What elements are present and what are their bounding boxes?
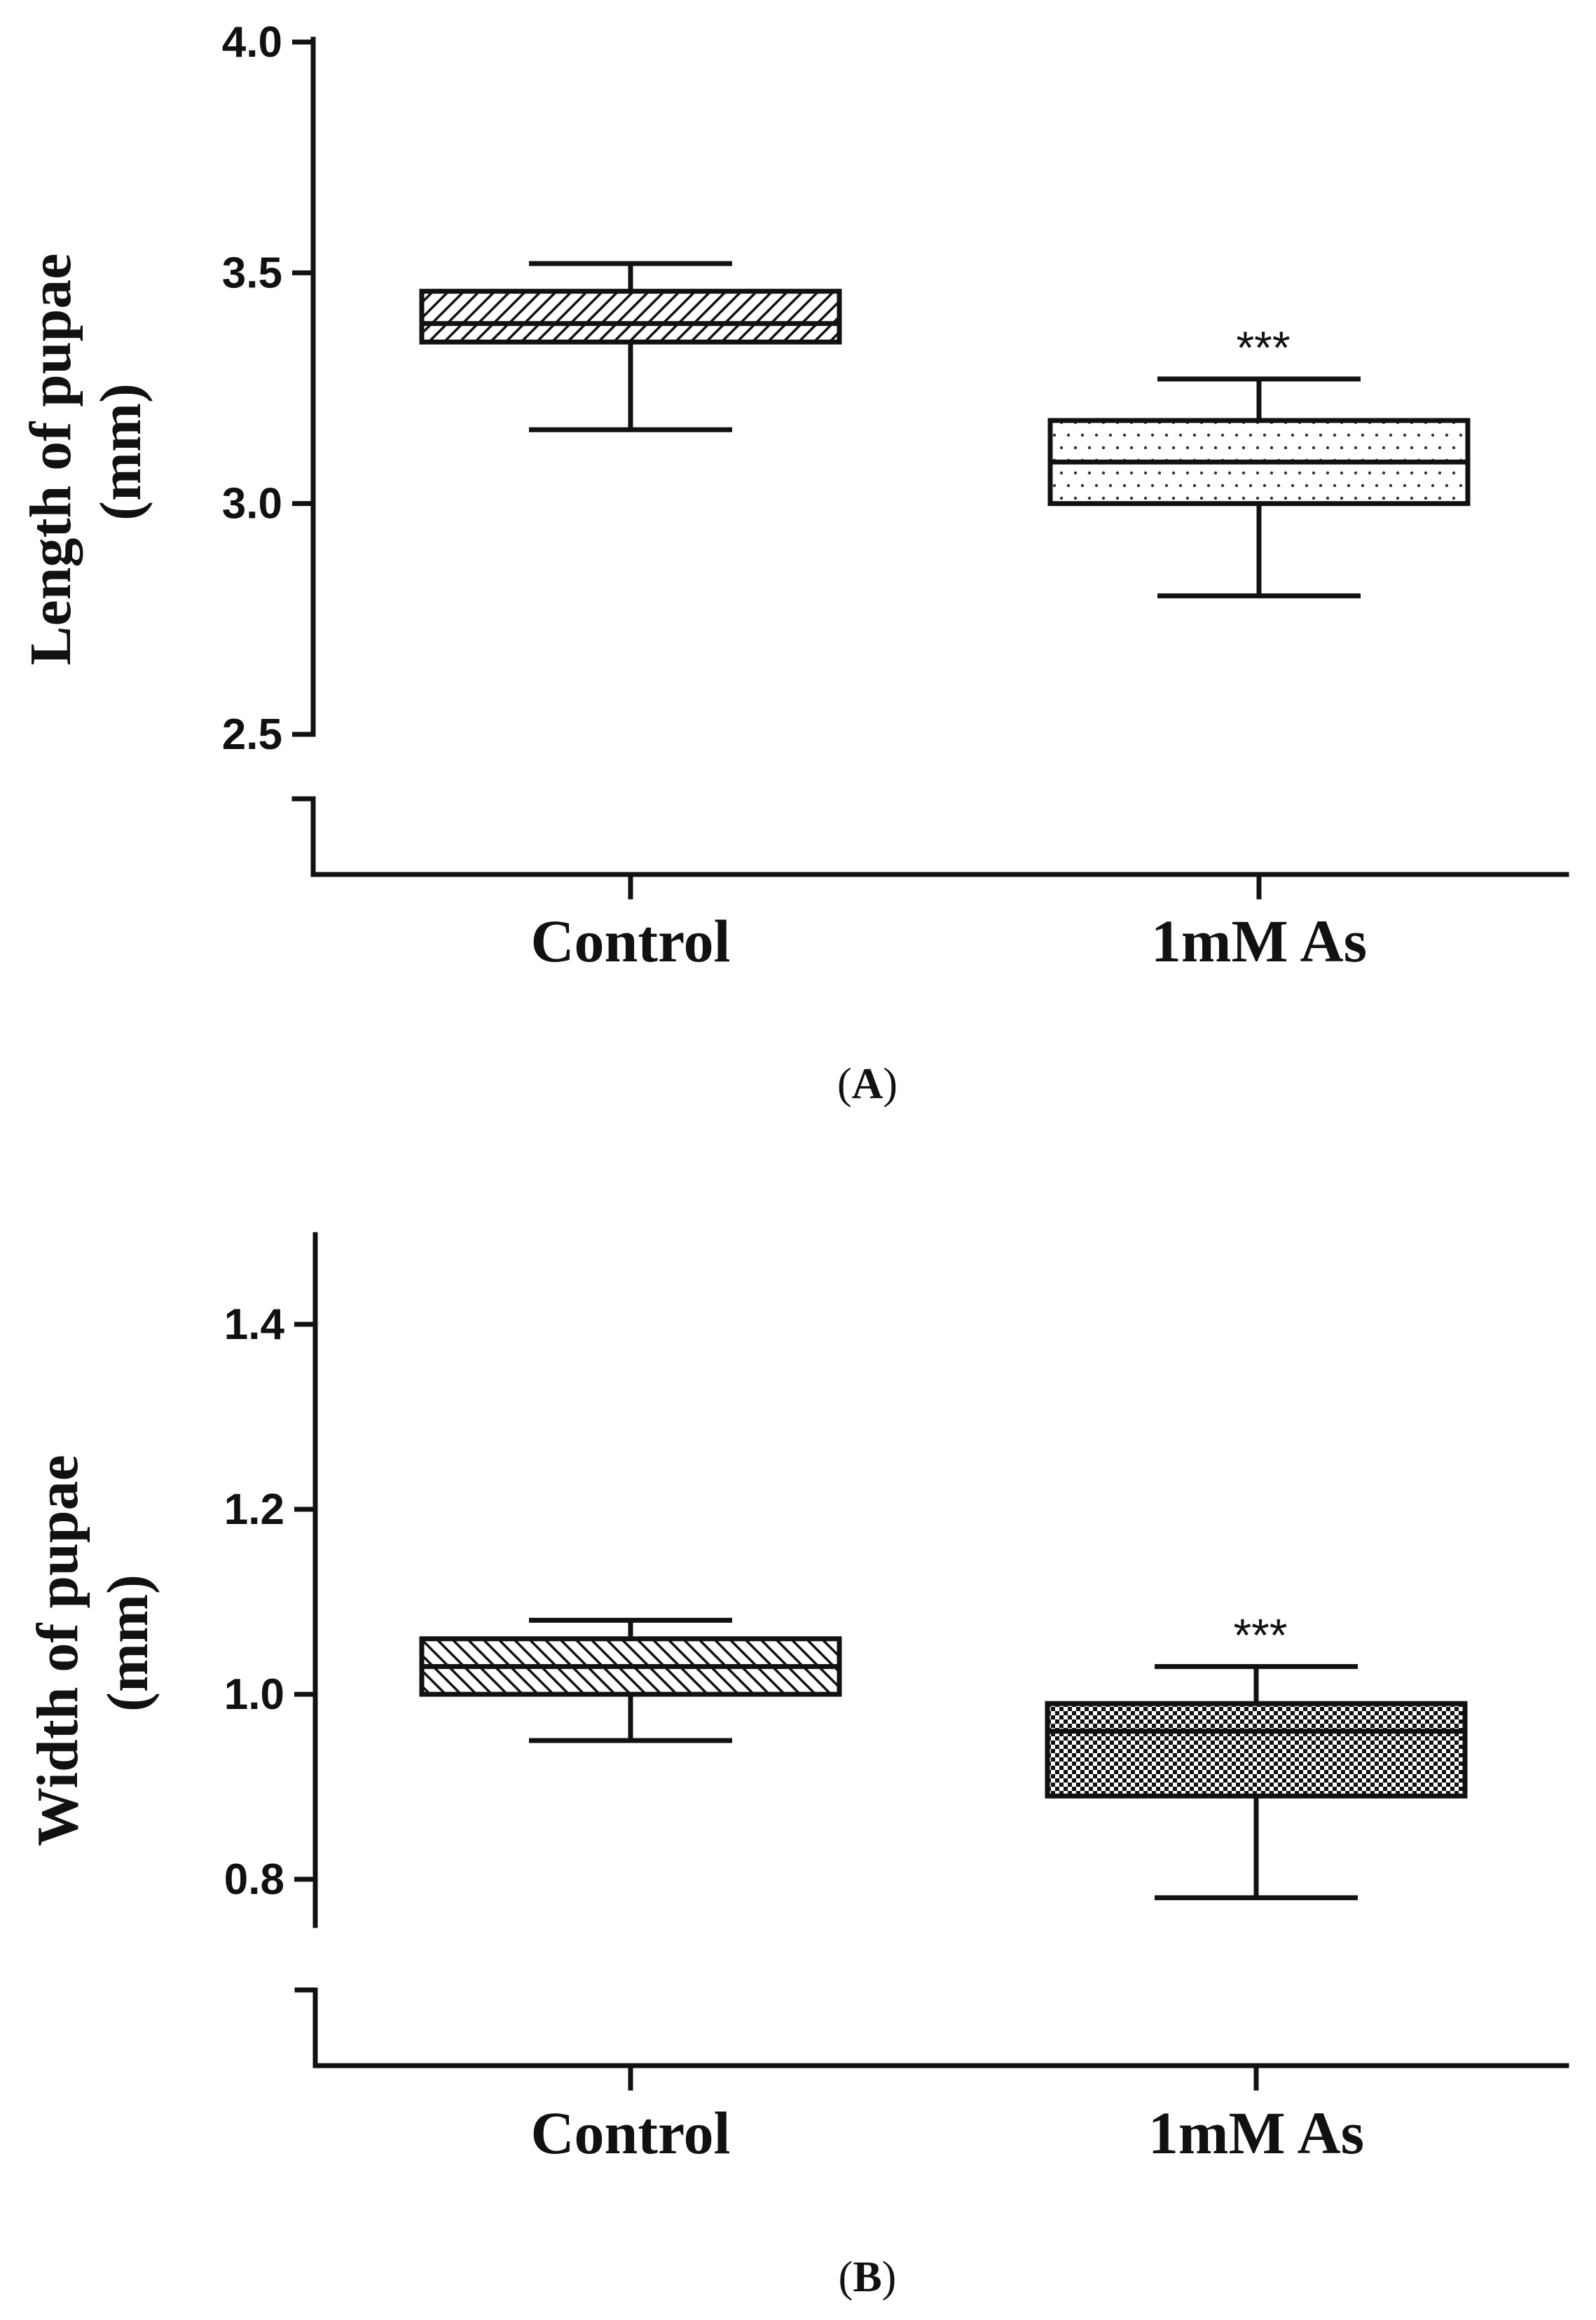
panel-b-control-box-plot [419, 1617, 842, 1743]
panel-b-boxes: *** [419, 1609, 1468, 1900]
panel-a-ylabel-line1: Length of pupae [18, 253, 83, 665]
panel-b-ylabel-line2: (mm) [95, 1574, 160, 1712]
panel-a-axes [291, 36, 1569, 900]
panel-a-xlabel-as: 1mM As [1151, 907, 1367, 975]
panel-a-ylabel-line2: (mm) [88, 383, 153, 521]
panel-b-as-box [1045, 1701, 1468, 1799]
panel-b-as-significance: *** [1233, 1609, 1287, 1661]
panel-b-ylabel-line1: Width of pupae [25, 1455, 90, 1846]
panel-a-ytick-label: 3.0 [222, 480, 282, 528]
panel-b-axes [294, 1232, 1569, 2091]
panel-b-ytick-label: 1.4 [224, 1300, 285, 1349]
panel-a-letter: A [852, 1060, 883, 1108]
panel-a-label: (A) [837, 1060, 897, 1108]
panel-b-y-ticks: 0.8 1.0 1.2 1.4 [224, 1300, 315, 1904]
panel-b-xlabel-as: 1mM As [1148, 2099, 1364, 2167]
panel-b-ytick-label: 0.8 [224, 1855, 284, 1904]
panel-b: 0.8 1.0 1.2 1.4 *** Control 1mM As Width of… [25, 1232, 1569, 2301]
panel-a-ytick-label: 4.0 [222, 18, 282, 67]
panel-a-ytick-label: 2.5 [222, 711, 282, 759]
panel-a-ytick-label: 3.5 [222, 249, 282, 297]
panel-b-xlabel-control: Control [530, 2099, 730, 2167]
panel-a: 2.5 3.0 3.5 4.0 *** Control 1mM As Length o… [18, 18, 1569, 1108]
panel-a-xlabel-control: Control [530, 907, 730, 975]
panel-b-label: (B) [839, 2253, 897, 2301]
panel-a-control-box [419, 289, 842, 345]
panel-a-boxes: *** [419, 261, 1471, 598]
panel-b-letter: B [853, 2253, 881, 2301]
panel-b-as-box-plot: *** [1045, 1609, 1468, 1900]
panel-a-y-axis-label: Length of pupae (mm) [18, 238, 153, 665]
panel-a-as-box-plot: *** [1047, 322, 1471, 598]
panel-a-control-box-plot [419, 261, 842, 432]
panel-b-ytick-label: 1.0 [224, 1670, 284, 1719]
panel-b-ytick-label: 1.2 [224, 1485, 284, 1534]
panel-a-y-ticks: 2.5 3.0 3.5 4.0 [222, 18, 313, 759]
panel-a-as-significance: *** [1236, 322, 1290, 373]
panel-b-y-axis-label: Width of pupae (mm) [25, 1440, 160, 1846]
